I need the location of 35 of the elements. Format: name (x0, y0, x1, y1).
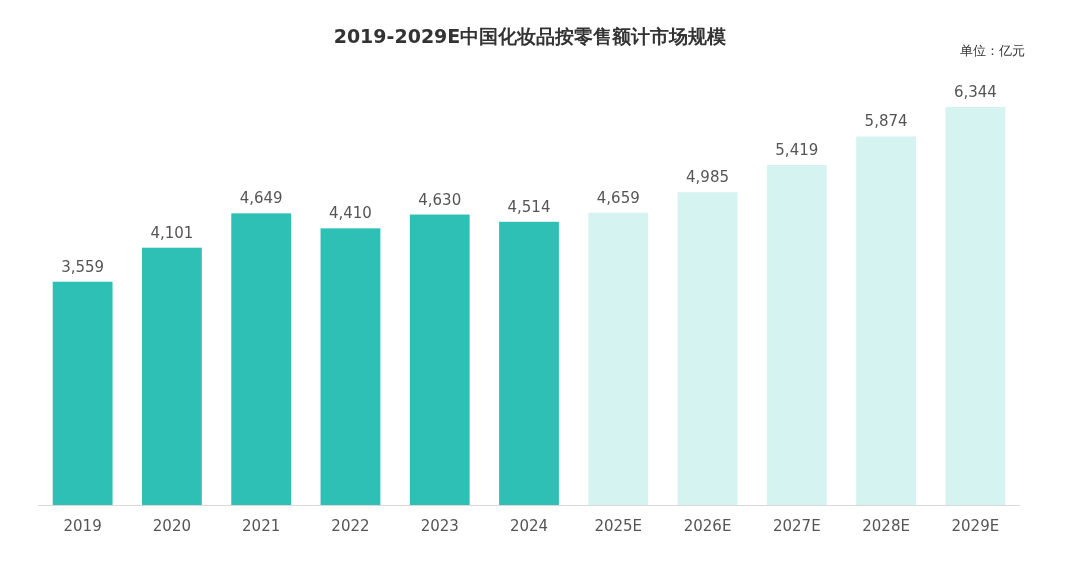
data-label: 3,559 (61, 257, 105, 276)
x-tick-label: 2027E (772, 517, 821, 535)
x-tick-label: 2022 (331, 517, 370, 535)
x-tick-label: 2026E (683, 517, 732, 535)
x-tick-label: 2019 (63, 517, 102, 535)
bar (142, 247, 202, 505)
data-label: 6,344 (953, 83, 997, 101)
data-label: 4,514 (507, 197, 551, 216)
bar (231, 213, 292, 505)
bar (766, 165, 827, 505)
bar (856, 136, 916, 505)
data-label: 4,410 (328, 204, 372, 223)
data-label: 4,985 (686, 168, 730, 187)
bar (499, 221, 559, 505)
bar (588, 212, 649, 505)
x-tick-label: 2028E (862, 517, 910, 535)
data-label: 5,419 (775, 141, 819, 160)
bar (409, 214, 470, 505)
x-tick-label: 2029E (951, 517, 1000, 535)
data-label: 4,659 (596, 188, 640, 207)
data-label: 5,874 (864, 112, 908, 131)
data-label: 4,649 (239, 189, 283, 208)
x-tick-label: 2023 (420, 517, 459, 535)
data-label: 4,101 (150, 223, 194, 242)
x-tick-label: 2020 (152, 517, 191, 535)
x-tick-label: 2024 (509, 517, 549, 535)
x-tick-label: 2021 (242, 517, 281, 535)
text: 单位：亿元 (960, 43, 1025, 58)
bar (677, 192, 738, 505)
bar (52, 281, 113, 505)
bar (945, 107, 1006, 505)
x-tick-label: 2025E (594, 517, 643, 535)
data-label: 4,630 (418, 190, 462, 209)
bar (320, 228, 381, 505)
chart-title: 2019-2029E中国化妆品按零售额计市场规模 (333, 25, 727, 47)
